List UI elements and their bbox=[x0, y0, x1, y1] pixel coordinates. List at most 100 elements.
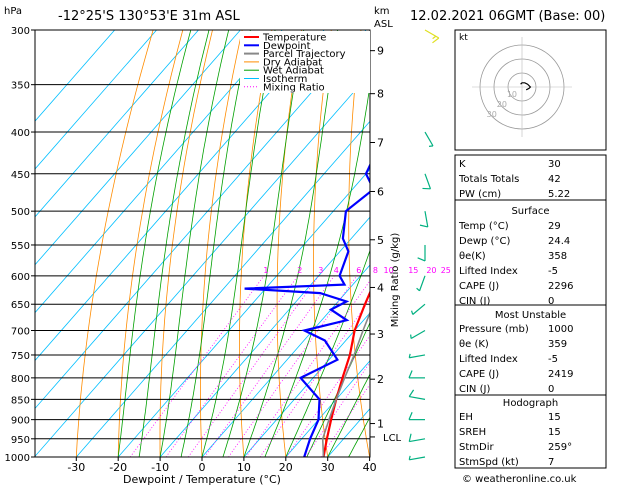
surface-value: 29 bbox=[548, 221, 561, 232]
surface-label: CIN (J) bbox=[459, 296, 490, 307]
mixing-ratio-line bbox=[228, 275, 358, 457]
barb-feather bbox=[410, 310, 414, 315]
most-unstable-label: θe (K) bbox=[459, 339, 489, 350]
barb-staff bbox=[409, 438, 426, 443]
hodograph-ring-label: 30 bbox=[487, 110, 497, 119]
mixing-ratio-label: 4 bbox=[334, 266, 339, 275]
wind-barb bbox=[410, 303, 426, 315]
most-unstable-label: Pressure (mb) bbox=[459, 324, 529, 335]
dry-adiabat-line bbox=[416, 30, 454, 457]
dry-adiabat-line bbox=[313, 30, 332, 457]
hodograph-ring-label: 20 bbox=[497, 100, 507, 109]
temperature-axis: -30 -20 -10 0 10 20 30 40 bbox=[67, 457, 377, 474]
wind-barb bbox=[408, 433, 426, 443]
barb-staff bbox=[424, 173, 432, 190]
barb-feather bbox=[408, 370, 413, 379]
barb-staff bbox=[424, 29, 440, 39]
pressure-tick-label: 900 bbox=[11, 416, 30, 427]
mixing-ratio-label: 8 bbox=[373, 266, 378, 275]
surface-label: θe(K) bbox=[459, 251, 486, 262]
barb-feather bbox=[408, 433, 412, 442]
wind-barb bbox=[424, 131, 434, 147]
temperature-tick-label: 30 bbox=[321, 461, 335, 474]
copyright: © weatheronline.co.uk bbox=[462, 474, 577, 485]
surface-label: Temp (°C) bbox=[458, 221, 509, 232]
index-value: 30 bbox=[548, 159, 561, 170]
most-unstable-label: CIN (J) bbox=[459, 384, 490, 395]
pressure-tick-label: 450 bbox=[11, 170, 30, 181]
barb-staff bbox=[424, 131, 434, 147]
pressure-tick-label: 650 bbox=[11, 300, 30, 311]
pressure-tick-label: 950 bbox=[11, 435, 30, 446]
mixing-ratio-label: 2 bbox=[297, 266, 302, 275]
pressure-tick-label: 700 bbox=[11, 327, 30, 338]
temperature-tick-label: -30 bbox=[67, 461, 85, 474]
isotherm-line bbox=[35, 30, 367, 410]
height-tick-label: 7 bbox=[377, 137, 384, 150]
mixing-ratio-line bbox=[129, 275, 265, 457]
temperature-tick-label: -10 bbox=[151, 461, 169, 474]
table-box bbox=[454, 199, 607, 306]
isotherm-line bbox=[35, 30, 241, 266]
profile-lines bbox=[244, 162, 370, 457]
hodograph-table-value: 259° bbox=[548, 442, 572, 453]
most-unstable-value: -5 bbox=[548, 354, 558, 365]
mixing-ratio-line bbox=[165, 275, 299, 457]
legend-entry: Parcel Trajectory bbox=[263, 49, 346, 60]
hodograph-ring-label: 10 bbox=[507, 90, 517, 99]
isotherm-line bbox=[159, 216, 370, 457]
dry-adiabat-line bbox=[75, 30, 154, 457]
mixing-ratio-label: 1 bbox=[263, 266, 268, 275]
profile-parcel-trajectory bbox=[321, 310, 370, 457]
legend-entry: Wet Adiabat bbox=[263, 66, 324, 77]
hodograph-table-value: 15 bbox=[548, 412, 561, 423]
surface-value: 24.4 bbox=[548, 236, 570, 247]
hodograph-table-value: 15 bbox=[548, 427, 561, 438]
wind-barb bbox=[419, 211, 429, 228]
hodograph-unit: kt bbox=[459, 33, 468, 43]
surface-label: Dewp (°C) bbox=[459, 236, 510, 247]
hpa-label: hPa bbox=[4, 6, 22, 17]
temperature-tick-label: -20 bbox=[109, 461, 127, 474]
pressure-tick-label: 550 bbox=[11, 241, 30, 252]
barb-feather bbox=[419, 224, 428, 228]
isotherm-line bbox=[75, 120, 370, 457]
pressure-tick-label: 800 bbox=[11, 374, 30, 385]
isotherm-line bbox=[285, 360, 370, 457]
mixing-ratio-label: 25 bbox=[441, 266, 451, 275]
height-tick-label: 6 bbox=[377, 185, 384, 198]
index-tables: K 30 Totals Totals 42 PW (cm) 5.22 SurfaceTemp… bbox=[454, 154, 607, 469]
isotherm-line bbox=[35, 30, 283, 314]
surface-value: 0 bbox=[548, 296, 554, 307]
wind-barb bbox=[408, 455, 426, 461]
hodograph-table-label: EH bbox=[459, 412, 473, 423]
barb-feather bbox=[417, 257, 426, 262]
x-axis-label: Dewpoint / Temperature (°C) bbox=[123, 473, 281, 486]
wet-adiabat-line bbox=[264, 83, 370, 457]
height-tick-label: 9 bbox=[377, 45, 384, 58]
barb-staff bbox=[424, 211, 429, 228]
barb-feather bbox=[416, 287, 420, 292]
surface-value: 2296 bbox=[548, 281, 573, 292]
dry-adiabat-line bbox=[238, 30, 273, 457]
mixing-ratio-line bbox=[187, 275, 320, 457]
wet-adiabat-line bbox=[285, 249, 370, 457]
legend-entry: Temperature bbox=[262, 33, 326, 44]
location-title: -12°25'S 130°53'E 31m ASL bbox=[58, 9, 240, 24]
dry-adiabat-line bbox=[117, 30, 184, 457]
surface-value: 358 bbox=[548, 251, 567, 262]
pressure-tick-label: 750 bbox=[11, 351, 30, 362]
wind-barb bbox=[424, 29, 440, 44]
barb-feather bbox=[408, 455, 411, 460]
table-box bbox=[454, 154, 607, 201]
legend-entry: Isotherm bbox=[263, 74, 307, 85]
index-value: 42 bbox=[548, 174, 561, 185]
mixing-ratio-line bbox=[204, 275, 335, 457]
lcl-label: LCL bbox=[383, 433, 402, 444]
wind-barb bbox=[417, 244, 426, 262]
table-heading: Surface bbox=[511, 206, 549, 217]
mixing-ratio-label: 15 bbox=[408, 266, 418, 275]
